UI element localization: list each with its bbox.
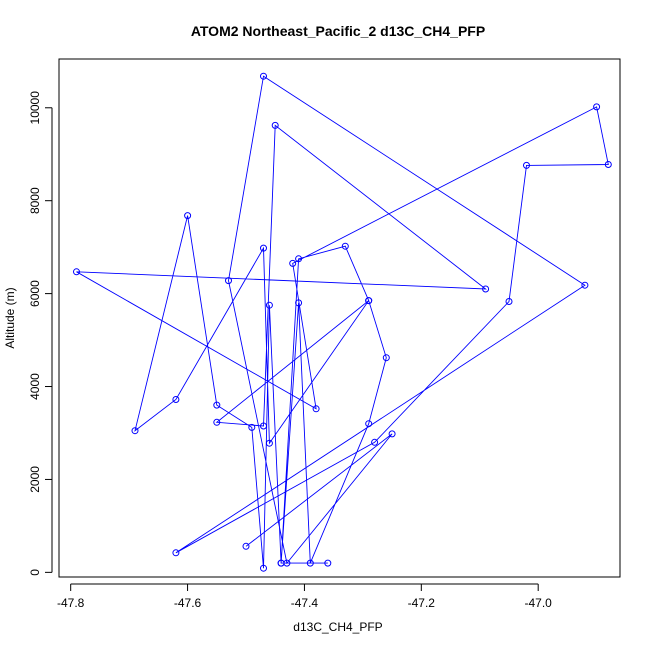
data-point (265, 301, 273, 309)
x-axis-label: d13C_CH4_PFP (293, 620, 382, 634)
data-point (295, 255, 303, 263)
data-point (388, 430, 396, 438)
data-point (604, 161, 612, 168)
series-line (76, 75, 609, 569)
data-point (260, 422, 267, 430)
data-point (581, 281, 589, 289)
y-tick-label: 2000 (28, 466, 42, 493)
data-point (341, 242, 349, 250)
data-point (184, 212, 192, 220)
data-point (295, 299, 303, 307)
x-axis: -47.8 -47.6 -47.4 -47.2 -47.0 (57, 583, 553, 610)
data-point (306, 559, 314, 567)
y-tick-label: 4000 (28, 373, 42, 400)
y-tick-label: 8000 (28, 187, 42, 214)
plot-area-frame (58, 58, 621, 578)
data-point (523, 161, 530, 169)
data-point (242, 542, 250, 550)
data-point (365, 420, 373, 428)
x-tick-label: -47.6 (174, 596, 202, 610)
data-point (482, 285, 490, 293)
data-point (324, 559, 332, 567)
x-tick-label: -47.0 (525, 596, 553, 610)
data-point (172, 549, 180, 557)
y-axis: 0 2000 4000 6000 8000 10000 (28, 91, 53, 576)
data-point (131, 427, 139, 435)
x-tick-label: -47.4 (291, 596, 319, 610)
data-point (260, 72, 267, 80)
data-point (371, 438, 379, 446)
chart-title: ATOM2 Northeast_Pacific_2 d13C_CH4_PFP (191, 23, 485, 39)
data-point (382, 354, 390, 362)
data-point (73, 268, 80, 276)
data-point (260, 244, 267, 252)
data-point (225, 277, 232, 285)
y-tick-label: 10000 (28, 91, 42, 125)
data-point (593, 103, 601, 111)
x-tick-label: -47.2 (408, 596, 436, 610)
y-tick-label: 0 (28, 569, 42, 576)
data-point (260, 564, 267, 572)
data-point (172, 396, 180, 403)
series-layer (73, 72, 612, 572)
data-point (271, 121, 279, 129)
data-point (289, 259, 297, 267)
data-point (213, 418, 221, 426)
data-point (312, 405, 320, 413)
y-tick-label: 6000 (28, 280, 42, 307)
x-tick-label: -47.8 (57, 596, 85, 610)
data-point (505, 298, 513, 305)
y-axis-label: Altitude (m) (3, 287, 17, 348)
data-point (248, 423, 256, 431)
data-point (213, 401, 221, 409)
data-point (365, 297, 373, 305)
data-point (265, 439, 273, 447)
data-point (283, 559, 291, 567)
